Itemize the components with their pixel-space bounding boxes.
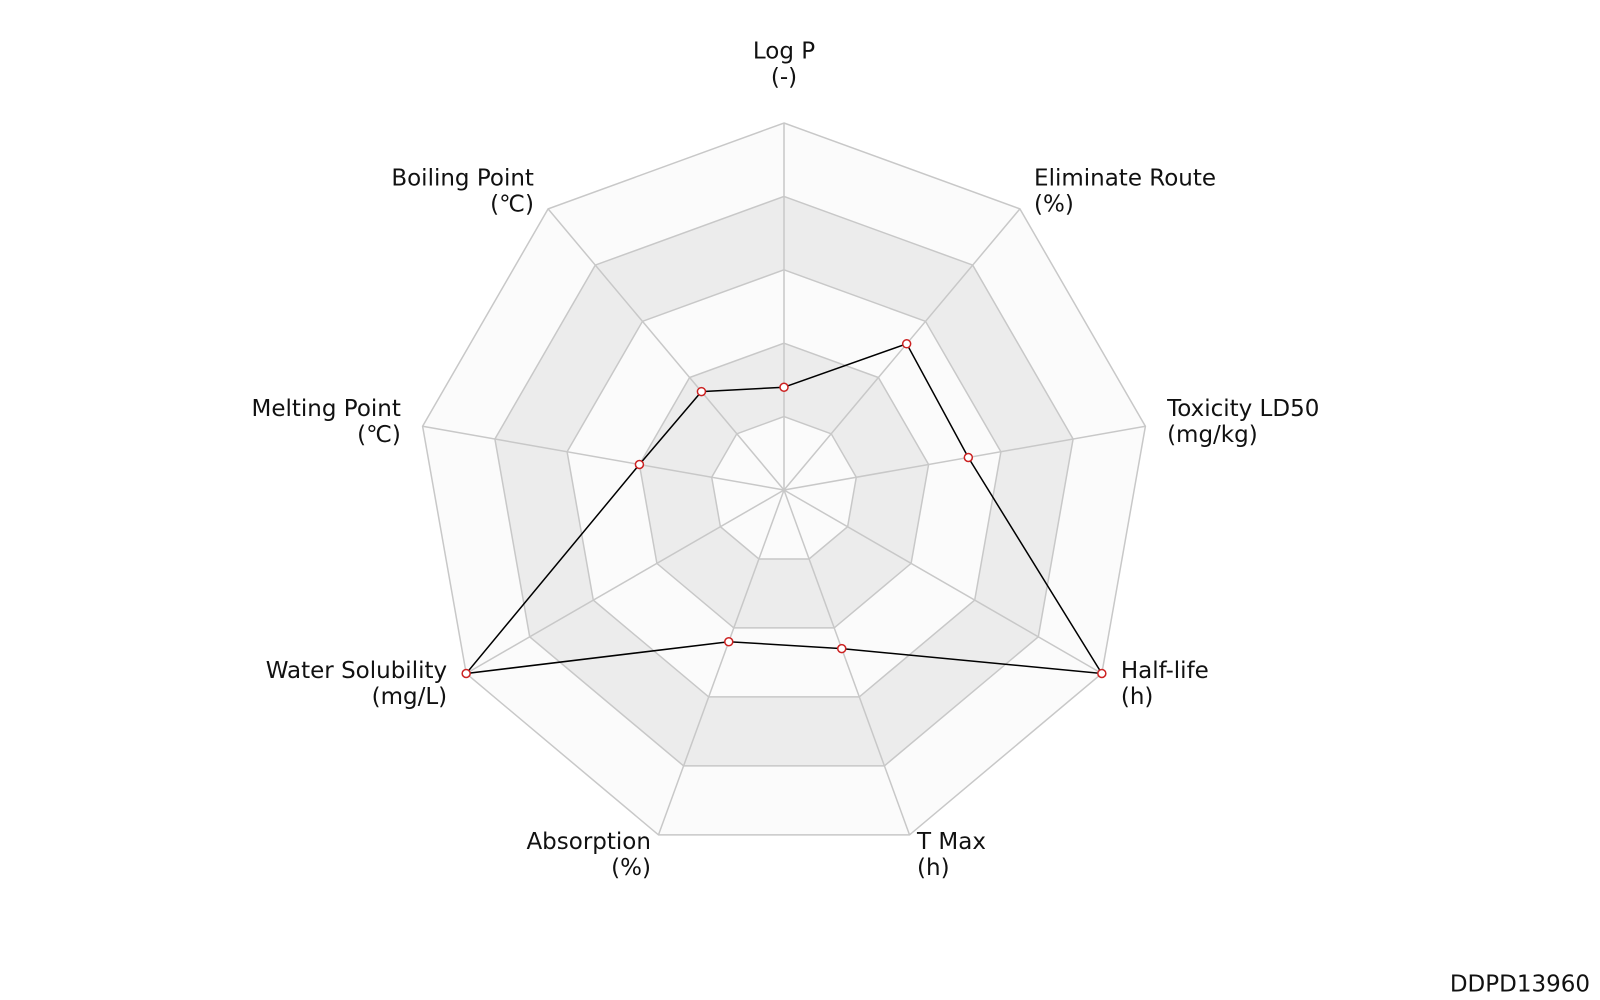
axis-spoke bbox=[783, 489, 911, 836]
axis-spoke bbox=[783, 489, 1103, 675]
data-point bbox=[724, 636, 734, 647]
data-point bbox=[1097, 668, 1107, 679]
axis-unit: (mg/L) bbox=[372, 684, 448, 710]
data-line bbox=[464, 342, 1104, 675]
axis-unit: (%) bbox=[611, 855, 651, 881]
data-point bbox=[963, 452, 974, 463]
data-point bbox=[634, 459, 645, 470]
axis-label: Toxicity LD50 bbox=[1166, 396, 1319, 422]
data-point bbox=[836, 643, 847, 654]
axis-unit: (%) bbox=[1034, 192, 1074, 218]
axis-spoke bbox=[422, 425, 785, 491]
data-point bbox=[901, 339, 912, 349]
axis-unit: (mg/kg) bbox=[1167, 422, 1258, 448]
axis-label: Half-life bbox=[1121, 658, 1209, 684]
axis-label: Water Solubility bbox=[266, 658, 447, 684]
data-point bbox=[696, 386, 707, 397]
axis-unit: (℃) bbox=[357, 422, 401, 448]
footer-id: DDPD13960 bbox=[1450, 972, 1590, 998]
axis-label: Boiling Point bbox=[391, 166, 534, 192]
data-point bbox=[461, 668, 471, 679]
axis-unit: (℃) bbox=[490, 192, 534, 218]
axis-unit: (-) bbox=[771, 65, 797, 91]
data-point bbox=[779, 382, 789, 392]
axis-spoke bbox=[783, 208, 1021, 491]
axis-spoke bbox=[547, 208, 785, 491]
axis-label: Log P bbox=[753, 39, 815, 65]
axis-unit: (h) bbox=[1121, 684, 1154, 710]
axis-spoke bbox=[465, 489, 785, 675]
axis-unit: (h) bbox=[917, 855, 950, 881]
axis-label: T Max bbox=[916, 829, 986, 855]
axis-label: Eliminate Route bbox=[1034, 166, 1216, 192]
axis-label: Melting Point bbox=[252, 396, 401, 422]
axis-label: Absorption bbox=[526, 829, 651, 855]
axis-spoke bbox=[657, 489, 785, 836]
